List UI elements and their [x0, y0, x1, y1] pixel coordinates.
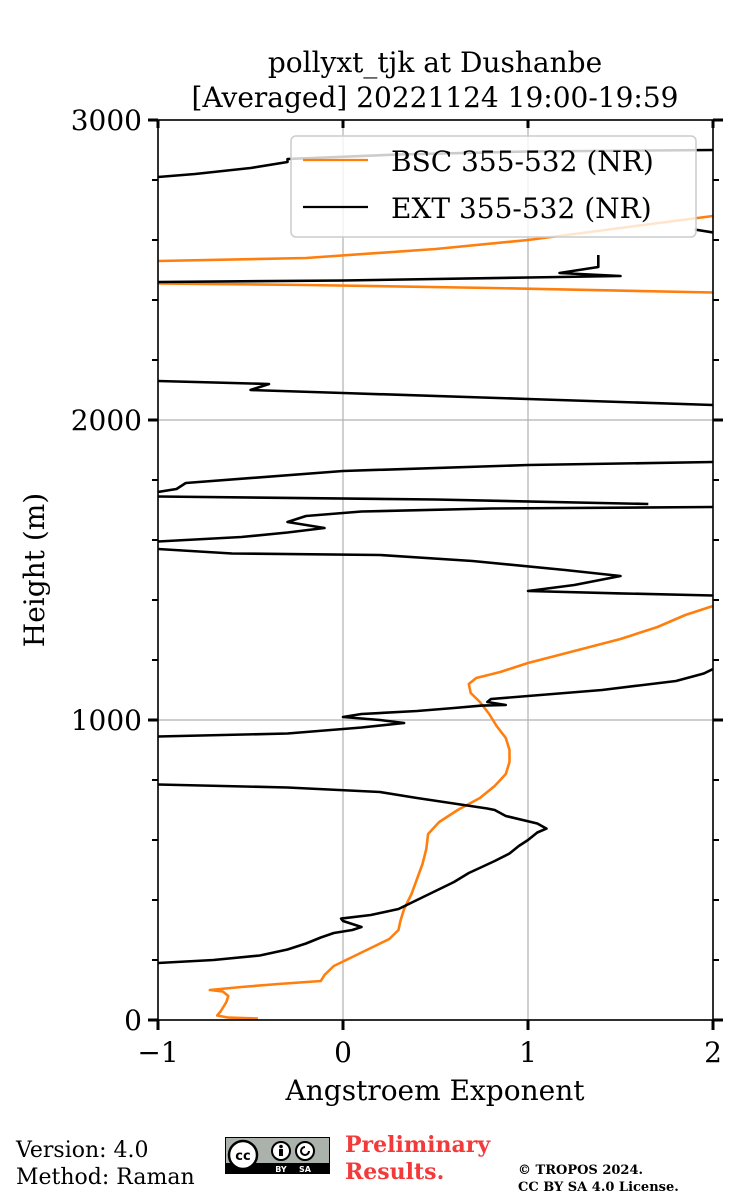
y-tick-label-2: 2000: [71, 404, 142, 437]
cc-license-badge: cc BY SA: [225, 1137, 330, 1174]
preliminary-results-line2: Results.: [345, 1159, 445, 1185]
grid-lines: [157, 119, 714, 1021]
series-line-ext-segment-0: [158, 667, 713, 738]
plot-frame: [157, 119, 714, 1021]
x-axis-label: Angstroem Exponent: [285, 1074, 586, 1107]
copyright-line1: © TROPOS 2024.: [518, 1163, 644, 1178]
series-lines: [158, 148, 713, 1020]
copyright-line2: CC BY SA 4.0 License.: [518, 1180, 679, 1195]
method-text: Method: Raman: [16, 1165, 195, 1190]
cc-text: cc: [235, 1149, 250, 1164]
legend-label-ext: EXT 355-532 (NR): [391, 192, 652, 225]
series-line-ext-segment-2: [158, 505, 713, 543]
x-tick-label-2: 1: [519, 1036, 537, 1069]
y-tick-label-1: 1000: [71, 704, 142, 737]
version-text: Version: 4.0: [16, 1138, 149, 1163]
series-line-ext-segment-8: [694, 228, 713, 234]
cc-circle-icon: [227, 1139, 259, 1171]
x-tick-label-0: −1: [137, 1036, 178, 1069]
x-tick-label-3: 2: [704, 1036, 722, 1069]
series-line-ext-segment-6: [158, 255, 622, 284]
series-line-ext-segment-3: [158, 495, 649, 506]
series-line-bsc: [208, 604, 713, 1020]
sa-text: SA: [299, 1165, 312, 1174]
series-line-ext-segment-1: [158, 547, 713, 597]
series-line-ext-segment-5: [158, 379, 713, 407]
angstroem-profile-chart: pollyxt_tjk at Dushanbe [Averaged] 20221…: [18, 46, 723, 1107]
legend-box: [290, 135, 697, 238]
legend: BSC 355-532 (NR) EXT 355-532 (NR): [290, 135, 697, 238]
sa-share-icon: [295, 1141, 315, 1161]
by-text: BY: [275, 1165, 287, 1174]
preliminary-results-line1: Preliminary: [345, 1132, 491, 1158]
y-axis-label: Height (m): [18, 493, 51, 647]
x-tick-label-1: 0: [334, 1036, 352, 1069]
chart-title-line2: [Averaged] 20221124 19:00-19:59: [192, 81, 679, 114]
series-line-ext: [158, 783, 548, 965]
chart-title-line1: pollyxt_tjk at Dushanbe: [268, 46, 602, 79]
series-line-ext-segment-4: [158, 460, 713, 494]
series-line-bsc-segment-0: [158, 282, 713, 294]
y-tick-label-0: 0: [124, 1004, 142, 1037]
legend-label-bsc: BSC 355-532 (NR): [391, 145, 654, 178]
y-tick-label-3: 3000: [71, 104, 142, 137]
